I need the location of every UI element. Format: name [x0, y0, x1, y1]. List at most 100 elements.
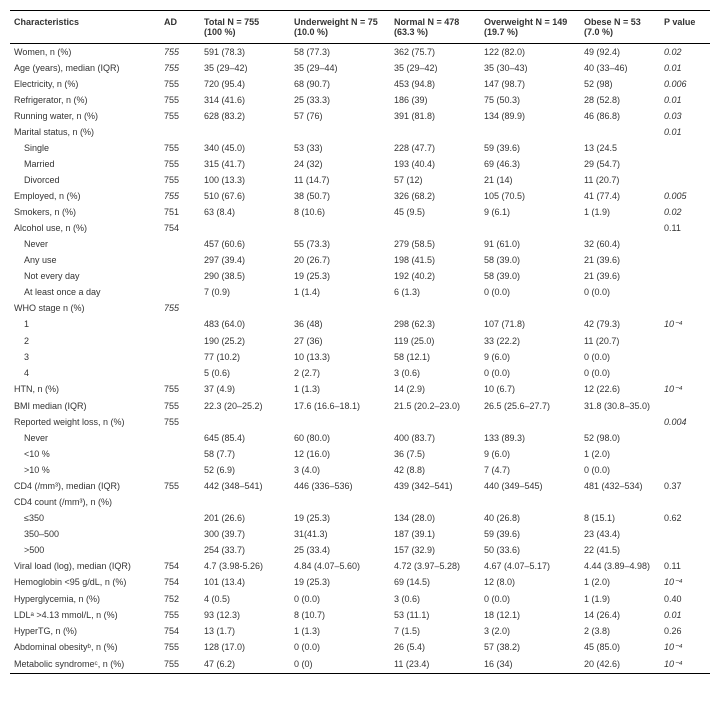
- table-cell: 0 (0.0): [290, 639, 390, 656]
- table-row: Reported weight loss, n (%)7550.004: [10, 414, 710, 430]
- table-cell: 58 (12.1): [390, 349, 480, 365]
- table-cell: 193 (40.4): [390, 156, 480, 172]
- table-cell: 400 (83.7): [390, 430, 480, 446]
- table-cell: 21 (39.6): [580, 252, 660, 268]
- table-cell: 119 (25.0): [390, 333, 480, 349]
- table-cell: 510 (67.6): [200, 188, 290, 204]
- table-cell: 0 (0): [290, 656, 390, 674]
- table-cell: Divorced: [10, 172, 160, 188]
- table-cell: [580, 494, 660, 510]
- header-cell: AD: [160, 11, 200, 44]
- table-cell: 27 (36): [290, 333, 390, 349]
- table-cell: 35 (30–43): [480, 60, 580, 76]
- table-cell: 45 (9.5): [390, 204, 480, 220]
- table-body: Women, n (%)755591 (78.3)58 (77.3)362 (7…: [10, 44, 710, 674]
- table-cell: 24 (32): [290, 156, 390, 172]
- table-cell: 36 (7.5): [390, 446, 480, 462]
- table-cell: CD4 count (/mm³), n (%): [10, 494, 160, 510]
- table-cell: Marital status, n (%): [10, 124, 160, 140]
- header-cell: Obese N = 53(7.0 %): [580, 11, 660, 44]
- table-cell: 10⁻⁴: [660, 316, 710, 333]
- table-cell: Running water, n (%): [10, 108, 160, 124]
- table-cell: 91 (61.0): [480, 236, 580, 252]
- table-row: CD4 (/mm³), median (IQR)755442 (348–541)…: [10, 478, 710, 494]
- table-cell: 58 (77.3): [290, 44, 390, 61]
- table-cell: 11 (20.7): [580, 172, 660, 188]
- table-cell: 628 (83.2): [200, 108, 290, 124]
- table-cell: 12 (22.6): [580, 381, 660, 398]
- table-cell: 45 (85.0): [580, 639, 660, 656]
- table-cell: 4.72 (3.97–5.28): [390, 558, 480, 574]
- table-cell: 59 (39.6): [480, 526, 580, 542]
- table-cell: 279 (58.5): [390, 236, 480, 252]
- table-cell: 457 (60.6): [200, 236, 290, 252]
- table-cell: 755: [160, 140, 200, 156]
- table-cell: 40 (33–46): [580, 60, 660, 76]
- table-row: Smokers, n (%)75163 (8.4)8 (10.6)45 (9.5…: [10, 204, 710, 220]
- table-cell: 10 (6.7): [480, 381, 580, 398]
- header-cell: Characteristics: [10, 11, 160, 44]
- table-cell: 134 (89.9): [480, 108, 580, 124]
- table-cell: 481 (432–534): [580, 478, 660, 494]
- table-cell: 755: [160, 607, 200, 623]
- table-cell: >500: [10, 542, 160, 558]
- table-cell: 53 (11.1): [390, 607, 480, 623]
- table-cell: 751: [160, 204, 200, 220]
- table-cell: [200, 220, 290, 236]
- table-cell: [290, 300, 390, 316]
- table-cell: 186 (39): [390, 92, 480, 108]
- table-cell: Viral load (log), median (IQR): [10, 558, 160, 574]
- table-row: ≤350201 (26.6)19 (25.3)134 (28.0)40 (26.…: [10, 510, 710, 526]
- table-cell: [200, 494, 290, 510]
- table-cell: [160, 316, 200, 333]
- table-cell: [660, 462, 710, 478]
- table-cell: 297 (39.4): [200, 252, 290, 268]
- table-cell: 19 (25.3): [290, 268, 390, 284]
- table-cell: 75 (50.3): [480, 92, 580, 108]
- table-cell: 4.67 (4.07–5.17): [480, 558, 580, 574]
- table-cell: 20 (26.7): [290, 252, 390, 268]
- table-cell: [660, 494, 710, 510]
- table-cell: [390, 124, 480, 140]
- table-row: Employed, n (%)755510 (67.6)38 (50.7)326…: [10, 188, 710, 204]
- table-row: Single755340 (45.0)53 (33)228 (47.7)59 (…: [10, 140, 710, 156]
- table-cell: 23 (43.4): [580, 526, 660, 542]
- table-cell: 453 (94.8): [390, 76, 480, 92]
- table-cell: 192 (40.2): [390, 268, 480, 284]
- table-cell: Reported weight loss, n (%): [10, 414, 160, 430]
- table-cell: 439 (342–541): [390, 478, 480, 494]
- table-cell: BMI median (IQR): [10, 398, 160, 414]
- table-cell: [580, 220, 660, 236]
- table-cell: 0.01: [660, 60, 710, 76]
- table-cell: 69 (46.3): [480, 156, 580, 172]
- table-cell: 4 (0.5): [200, 591, 290, 607]
- table-cell: [160, 430, 200, 446]
- table-cell: 57 (12): [390, 172, 480, 188]
- table-cell: 1 (2.0): [580, 446, 660, 462]
- table-row: >10 %52 (6.9)3 (4.0)42 (8.8)7 (4.7)0 (0.…: [10, 462, 710, 478]
- table-cell: 0.01: [660, 92, 710, 108]
- table-cell: 50 (33.6): [480, 542, 580, 558]
- table-cell: [160, 236, 200, 252]
- table-cell: 57 (38.2): [480, 639, 580, 656]
- table-cell: 754: [160, 574, 200, 591]
- table-cell: 35 (29–42): [200, 60, 290, 76]
- table-cell: 33 (22.2): [480, 333, 580, 349]
- table-cell: 755: [160, 414, 200, 430]
- table-cell: 187 (39.1): [390, 526, 480, 542]
- table-cell: 22.3 (20–25.2): [200, 398, 290, 414]
- table-row: BMI median (IQR)75522.3 (20–25.2)17.6 (1…: [10, 398, 710, 414]
- table-cell: [660, 172, 710, 188]
- table-cell: 755: [160, 478, 200, 494]
- table-cell: 755: [160, 639, 200, 656]
- table-cell: 0 (0.0): [480, 284, 580, 300]
- table-cell: 290 (38.5): [200, 268, 290, 284]
- table-cell: 157 (32.9): [390, 542, 480, 558]
- table-cell: <10 %: [10, 446, 160, 462]
- table-cell: 21 (39.6): [580, 268, 660, 284]
- table-row: 45 (0.6)2 (2.7)3 (0.6)0 (0.0)0 (0.0): [10, 365, 710, 381]
- table-cell: [390, 300, 480, 316]
- table-row: Women, n (%)755591 (78.3)58 (77.3)362 (7…: [10, 44, 710, 61]
- table-cell: 0 (0.0): [580, 284, 660, 300]
- table-row: Never457 (60.6)55 (73.3)279 (58.5)91 (61…: [10, 236, 710, 252]
